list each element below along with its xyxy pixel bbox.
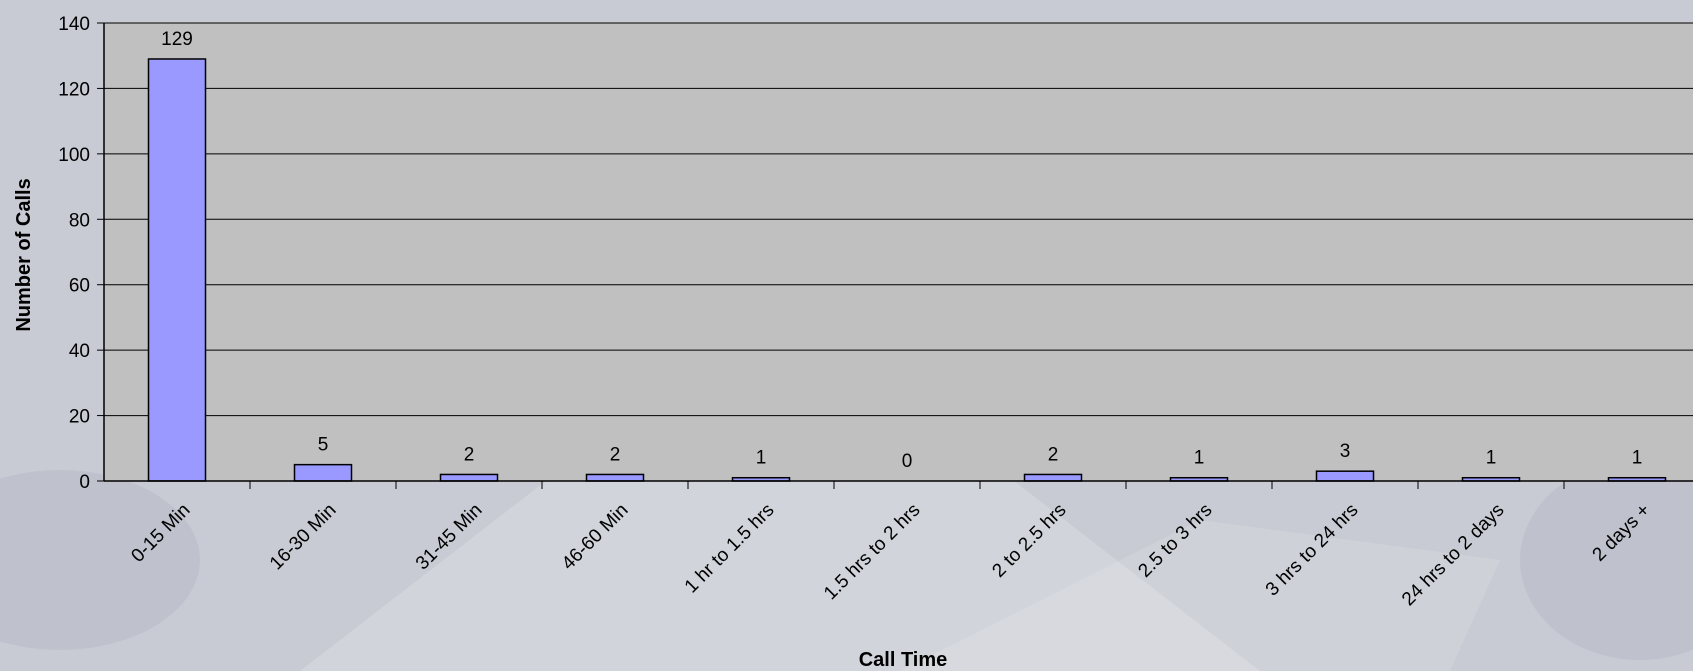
bar [1023, 473, 1083, 482]
data-labels: 129 5 2 2 1 0 2 1 3 1 1 [161, 29, 1642, 472]
bars [147, 58, 1667, 482]
data-label: 2 [464, 444, 475, 465]
data-label: 2 [610, 444, 621, 465]
y-tick-label: 140 [58, 14, 90, 35]
background-shape-2 [1520, 460, 1693, 660]
axes [103, 23, 1693, 482]
data-label: 129 [161, 29, 193, 50]
data-label: 2 [1048, 444, 1059, 465]
gridlines [104, 22, 1693, 417]
data-label: 1 [1632, 448, 1643, 469]
y-tick-label: 0 [79, 472, 90, 493]
y-tick-label: 120 [58, 79, 90, 100]
y-tick-label: 40 [69, 341, 90, 362]
background-shape [0, 470, 200, 650]
data-label: 1 [1486, 448, 1497, 469]
bar [293, 463, 353, 482]
y-tick-label: 80 [69, 210, 90, 231]
y-tick-label: 20 [69, 407, 90, 428]
y-tick-label: 60 [69, 276, 90, 297]
plot-area [104, 23, 1693, 481]
data-label: 0 [902, 451, 913, 472]
banknote-watermark-2 [900, 520, 1500, 671]
y-axis-ticks: 0 20 40 60 80 100 120 140 [58, 14, 104, 493]
x-axis-title: Call Time [859, 649, 948, 671]
bar [1315, 470, 1375, 482]
data-label: 1 [756, 448, 767, 469]
y-axis-title: Number of Calls [13, 178, 35, 331]
bar [585, 473, 645, 482]
banknote-watermark [300, 470, 1260, 671]
bar [147, 58, 207, 482]
data-label: 5 [318, 435, 329, 456]
bar [439, 473, 499, 482]
data-label: 3 [1340, 441, 1351, 462]
data-label: 1 [1194, 448, 1205, 469]
y-tick-label: 100 [58, 145, 90, 166]
